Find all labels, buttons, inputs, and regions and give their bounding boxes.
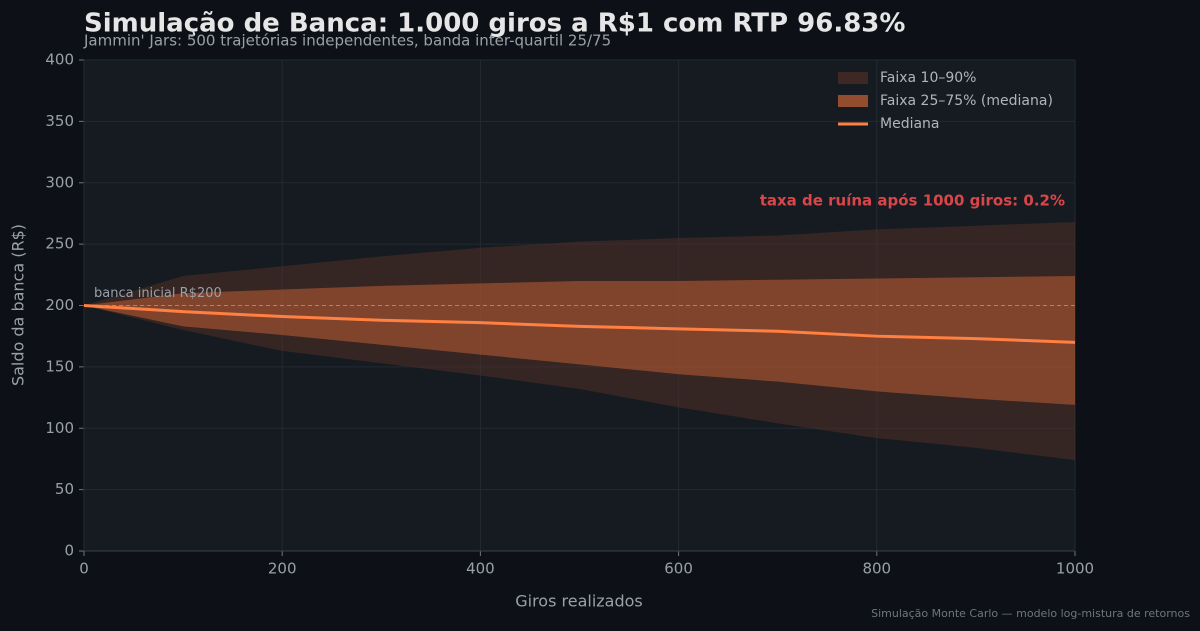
- x-tick-label: 800: [862, 560, 891, 578]
- x-tick-label: 600: [664, 560, 693, 578]
- x-tick-label: 400: [466, 560, 495, 578]
- y-tick-label: 350: [45, 112, 74, 130]
- band: [84, 276, 1075, 405]
- annotation: taxa de ruína após 1000 giros: 0.2%: [760, 192, 1065, 210]
- y-tick-label: 100: [45, 419, 74, 437]
- chart-subtitle: Jammin' Jars: 500 trajetórias independen…: [83, 32, 611, 50]
- y-axis-label: Saldo da banca (R$): [9, 224, 28, 386]
- y-tick-label: 300: [45, 173, 74, 191]
- legend-label: Mediana: [880, 116, 940, 132]
- footer: Simulação Monte Carlo — modelo log-mistu…: [871, 607, 1190, 620]
- legend-swatch: [838, 95, 868, 107]
- y-tick-label: 200: [45, 296, 74, 314]
- legend-label: Faixa 25–75% (mediana): [880, 93, 1053, 109]
- x-tick-label: 0: [79, 560, 89, 578]
- legend-swatch: [838, 72, 868, 84]
- y-tick-label: 50: [55, 480, 74, 498]
- x-axis-label: Giros realizados: [515, 592, 643, 611]
- legend: Faixa 10–90% Faixa 25–75% (mediana) Median…: [838, 70, 1053, 132]
- chart-title: Simulação de Banca: 1.000 giros a R$1 co…: [84, 9, 905, 39]
- legend-label: Faixa 10–90%: [880, 70, 976, 86]
- y-tick-label: 0: [64, 542, 74, 560]
- reference-label: banca inicial R$200: [94, 286, 222, 301]
- x-tick-label: 200: [268, 560, 297, 578]
- y-tick-label: 150: [45, 357, 74, 375]
- y-tick-label: 250: [45, 235, 74, 253]
- x-tick-label: 1000: [1056, 560, 1094, 578]
- median-line: [83, 304, 1076, 344]
- y-tick-label: 400: [45, 51, 74, 69]
